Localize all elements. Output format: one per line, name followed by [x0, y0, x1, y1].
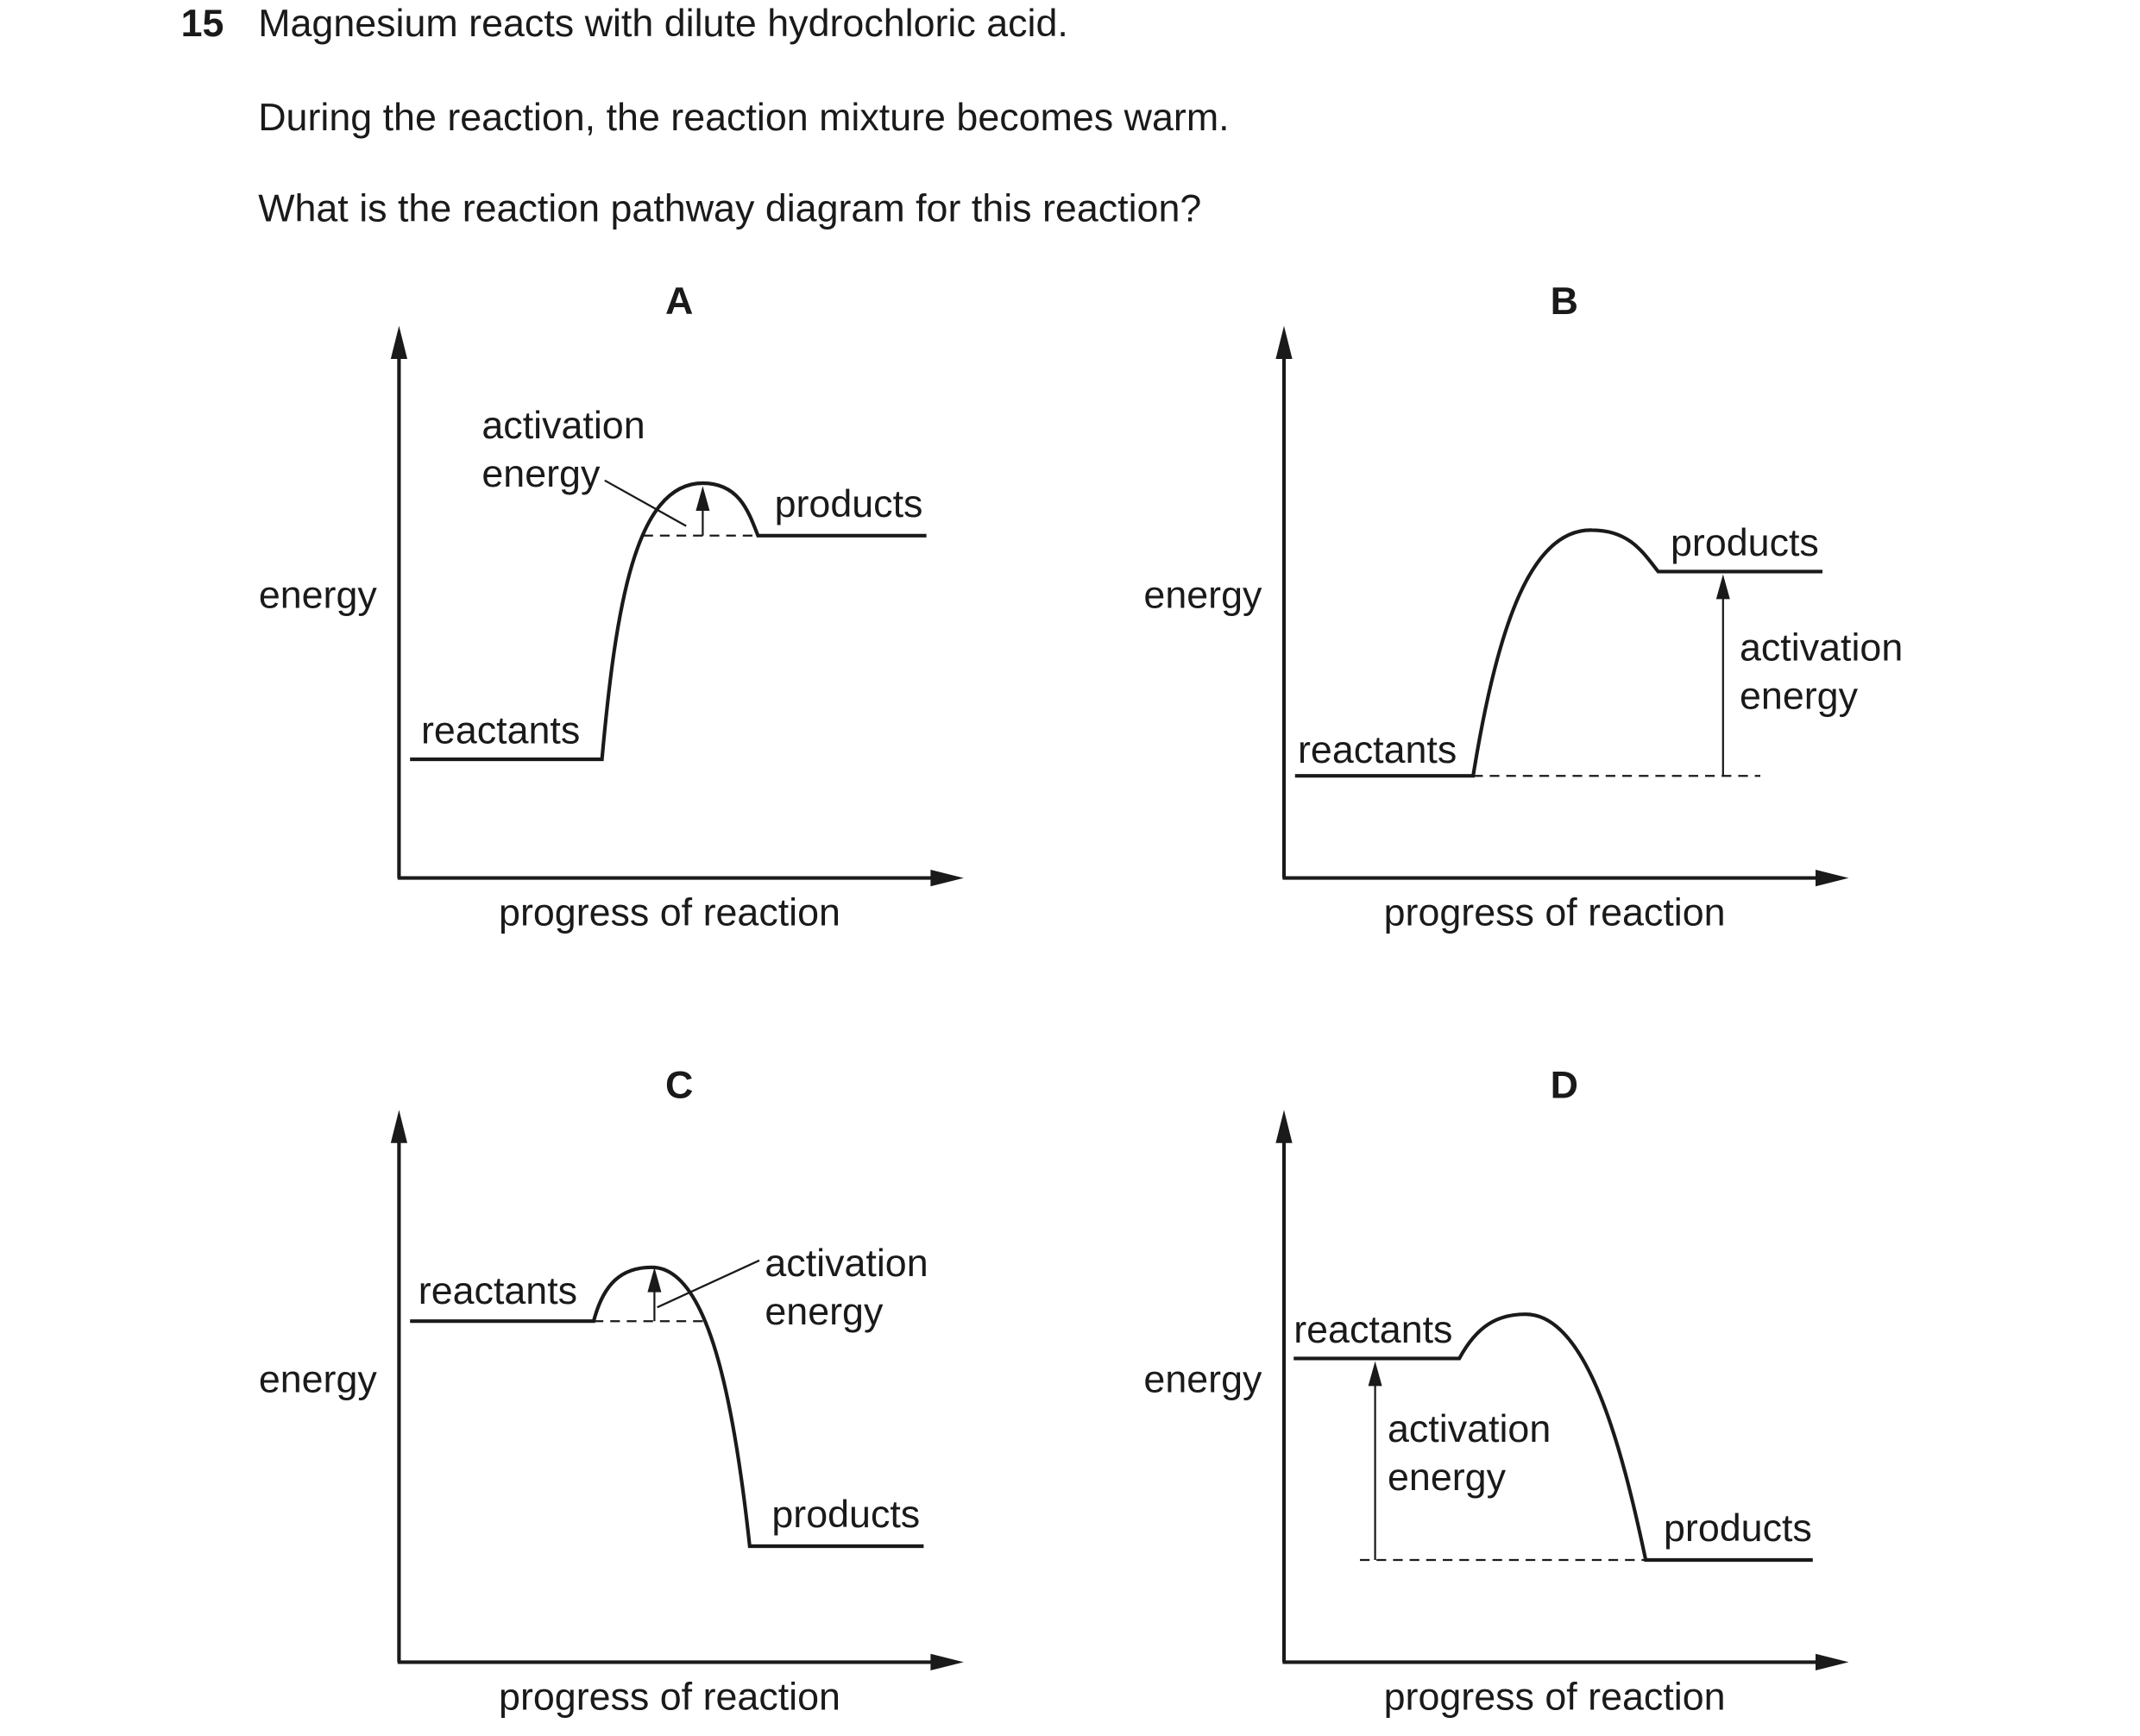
- reactants-label: reactants: [1293, 1308, 1452, 1351]
- axis-arrow: [930, 1653, 964, 1670]
- products-label: products: [775, 482, 923, 525]
- activation-energy-label: activation: [1388, 1407, 1551, 1450]
- arrow-head: [1715, 574, 1730, 600]
- leader-line: [657, 1259, 760, 1309]
- leader-line: [604, 479, 687, 527]
- option-letter: C: [665, 1064, 693, 1107]
- axis-arrow: [1275, 1110, 1293, 1143]
- y-axis-label: energy: [259, 574, 378, 617]
- arrow-head: [647, 1267, 662, 1293]
- option-letter: B: [1551, 280, 1578, 323]
- y-axis-label: energy: [1143, 574, 1262, 617]
- activation-energy-label: activation: [1740, 626, 1903, 669]
- option-letter: D: [1551, 1064, 1578, 1107]
- x-axis-label: progress of reaction: [499, 891, 840, 934]
- energy-profile: [410, 1265, 924, 1549]
- arrow-head: [1368, 1361, 1382, 1387]
- products-label: products: [1664, 1506, 1812, 1550]
- question-text: What is the reaction pathway diagram for…: [258, 187, 1201, 230]
- activation-energy-label: energy: [765, 1290, 884, 1333]
- activation-energy-label: activation: [765, 1242, 928, 1285]
- question-number: 15: [181, 2, 224, 45]
- products-label: products: [1671, 521, 1819, 564]
- reactants-label: reactants: [421, 708, 580, 752]
- question-text: During the reaction, the reaction mixtur…: [258, 96, 1229, 139]
- axis-arrow: [1275, 325, 1293, 359]
- option-letter: A: [665, 280, 693, 323]
- reactants-label: reactants: [1298, 728, 1457, 771]
- axis-arrow: [1816, 1653, 1849, 1670]
- axis-arrow: [390, 1110, 407, 1143]
- axis-arrow: [390, 325, 407, 359]
- activation-energy-label: energy: [1388, 1456, 1507, 1499]
- axis-arrow: [930, 870, 964, 887]
- x-axis-label: progress of reaction: [499, 1675, 840, 1718]
- y-axis-label: energy: [1143, 1357, 1262, 1400]
- x-axis-label: progress of reaction: [1384, 891, 1726, 934]
- activation-energy-label: energy: [482, 452, 601, 495]
- arrow-head: [696, 486, 710, 511]
- energy-profile: [1293, 1312, 1813, 1563]
- energy-profile: [1294, 528, 1822, 778]
- x-axis-label: progress of reaction: [1384, 1675, 1726, 1718]
- question-text: Magnesium reacts with dilute hydrochlori…: [258, 2, 1068, 45]
- activation-energy-label: activation: [482, 404, 645, 447]
- axis-arrow: [1816, 870, 1849, 887]
- reactants-label: reactants: [419, 1269, 577, 1312]
- activation-energy-label: energy: [1740, 674, 1859, 717]
- energy-profile: [410, 481, 927, 762]
- y-axis-label: energy: [259, 1357, 378, 1400]
- products-label: products: [771, 1493, 920, 1536]
